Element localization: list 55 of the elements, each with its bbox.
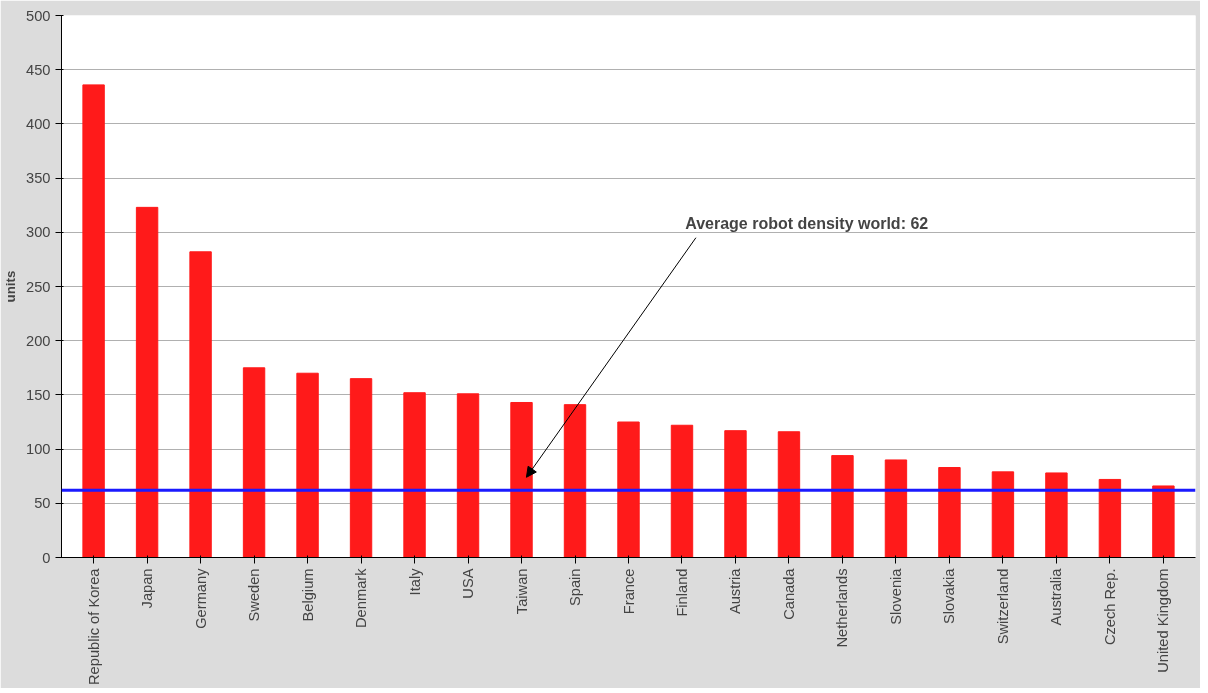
y-tick-label: 450 (26, 61, 51, 78)
x-tick-label: Republic of Korea (85, 567, 102, 686)
bar (242, 367, 266, 558)
x-tick-label: Netherlands (834, 568, 851, 648)
bar (349, 378, 373, 558)
y-tick-label: 500 (26, 7, 51, 24)
bar (884, 459, 908, 558)
bar (777, 431, 801, 558)
bar (456, 393, 480, 558)
bar (563, 404, 587, 558)
x-tick-label: Taiwan (513, 568, 530, 615)
y-tick-label: 50 (34, 495, 51, 512)
y-tick-label: 0 (42, 549, 51, 566)
bar (296, 372, 319, 558)
x-tick-label: Australia (1048, 567, 1065, 626)
x-tick-label: Italy (406, 567, 423, 596)
x-tick-label: Czech Rep. (1101, 568, 1118, 646)
x-tick-label: Germany (192, 567, 209, 629)
y-tick-label: 200 (26, 332, 51, 349)
x-tick-label: France (620, 568, 637, 615)
y-tick-label: 100 (26, 441, 51, 458)
bar (1152, 485, 1175, 558)
x-tick-label: Austria (727, 567, 744, 615)
x-tick-label: Switzerland (994, 568, 1011, 645)
y-tick-label: 400 (26, 115, 51, 132)
y-tick-label: 250 (26, 278, 51, 295)
bar (510, 401, 533, 558)
x-tick-label: Slovenia (887, 567, 904, 625)
y-tick-label: 350 (26, 170, 51, 187)
x-tick-label: Japan (139, 568, 156, 609)
bar (617, 421, 640, 558)
x-tick-label: Sweden (246, 568, 263, 622)
y-tick-label: 150 (26, 386, 51, 403)
bar (724, 430, 747, 558)
bar (670, 424, 694, 558)
y-tick-label: 300 (26, 224, 51, 241)
x-tick-label: Belgium (299, 568, 316, 622)
x-tick-label: Spain (567, 568, 584, 606)
x-tick-label: Finland (673, 568, 690, 617)
x-tick-label: Denmark (353, 567, 370, 628)
bar (1045, 472, 1068, 558)
bar (82, 84, 105, 558)
x-tick-label: United Kingdom (1155, 568, 1172, 673)
bar (831, 455, 854, 558)
y-axis-title: units (3, 270, 19, 303)
bar (403, 392, 426, 558)
bar (189, 251, 212, 558)
x-tick-label: Canada (780, 567, 797, 620)
bar (938, 467, 961, 558)
annotation: Average robot density world: 62 (685, 215, 929, 233)
bar (1098, 478, 1122, 558)
x-tick-label: Slovakia (941, 567, 958, 624)
bar (135, 206, 159, 558)
x-tick-label: USA (460, 568, 477, 599)
bar (991, 471, 1015, 558)
